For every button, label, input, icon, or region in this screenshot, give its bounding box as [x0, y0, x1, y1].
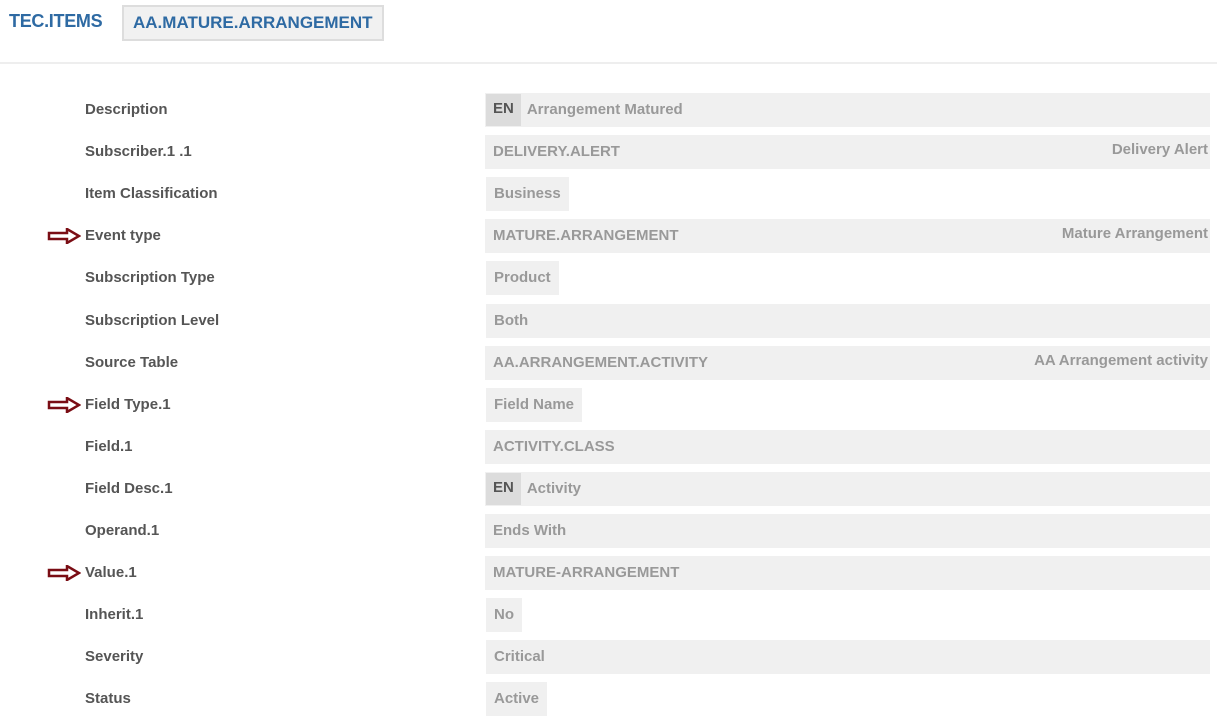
field-label: Status [85, 690, 131, 708]
field-value[interactable]: No [486, 598, 522, 633]
field-row: Field.1 ACTIVITY.CLASS [0, 429, 1217, 464]
field-value[interactable]: Field Name [486, 387, 583, 422]
field-value-description: Delivery Alert [1111, 141, 1208, 159]
language-badge[interactable]: EN [486, 94, 521, 126]
field-row: Field Type.1 Field Name [0, 387, 1217, 422]
field-value-text: ACTIVITY.CLASS [493, 437, 615, 455]
field-row: Event type MATURE.ARRANGEMENT Mature Arran… [0, 219, 1217, 254]
field-value-description: AA Arrangement activity [1034, 351, 1208, 369]
field-value[interactable]: ACTIVITY.CLASS [485, 429, 1210, 464]
field-label: Subscriber.1 .1 [85, 143, 192, 161]
field-value-description: Mature Arrangement [1061, 225, 1208, 243]
field-label: Field.1 [85, 437, 133, 455]
field-row: Subscriber.1 .1 DELIVERY.ALERT Delivery Al… [0, 135, 1217, 170]
field-value[interactable]: Product [486, 261, 559, 296]
field-label: Item Classification [85, 185, 218, 203]
field-value[interactable]: EN Arrangement Matured [485, 93, 1210, 127]
field-label: Subscription Level [85, 311, 220, 329]
field-value[interactable]: DELIVERY.ALERT Delivery Alert [485, 135, 1210, 170]
field-value[interactable]: Business [486, 177, 569, 212]
field-label: Inherit.1 [85, 606, 144, 624]
field-label: Severity [85, 648, 144, 666]
field-label: Field Desc.1 [85, 479, 173, 497]
field-value-text: AA.ARRANGEMENT.ACTIVITY [493, 353, 709, 371]
field-value[interactable]: AA.ARRANGEMENT.ACTIVITY AA Arrangement ac… [485, 345, 1210, 380]
field-row: Severity Critical [0, 640, 1217, 675]
field-row: Subscription Type Product [0, 261, 1217, 296]
field-value[interactable]: EN Activity [485, 471, 1210, 506]
field-value-text: Ends With [493, 522, 567, 539]
field-label: Operand.1 [85, 522, 160, 539]
field-label: Subscription Type [85, 269, 215, 287]
field-row: Inherit.1 No [0, 598, 1217, 633]
field-value-text: MATURE.ARRANGEMENT [493, 227, 679, 245]
field-value[interactable]: Both [486, 303, 1210, 338]
field-row: Subscription Level Both [0, 303, 1217, 338]
record-id-tab[interactable]: AA.MATURE.ARRANGEMENT [122, 5, 384, 41]
header: TEC.ITEMS AA.MATURE.ARRANGEMENT [0, 0, 1217, 64]
field-value[interactable]: MATURE.ARRANGEMENT Mature Arrangement [485, 219, 1210, 254]
field-value[interactable]: MATURE-ARRANGEMENT [485, 556, 1210, 591]
arrow-right-icon [47, 565, 81, 582]
application-title: TEC.ITEMS [9, 11, 103, 31]
language-badge[interactable]: EN [486, 472, 521, 505]
field-value[interactable]: Active [486, 682, 548, 717]
field-value[interactable]: Critical [486, 640, 1210, 675]
field-value-text: DELIVERY.ALERT [493, 143, 620, 161]
field-value-text: Arrangement Matured [526, 101, 683, 118]
field-row: Source Table AA.ARRANGEMENT.ACTIVITY AA Ar… [0, 345, 1217, 380]
field-label: Value.1 [85, 564, 137, 582]
field-row: Field Desc.1 EN Activity [0, 471, 1217, 506]
field-value[interactable]: Ends With [485, 514, 1210, 548]
arrow-right-icon [47, 396, 81, 413]
arrow-right-icon [47, 228, 81, 245]
field-label: Source Table [85, 353, 179, 371]
field-row: Item Classification Business [0, 177, 1217, 212]
field-row: Status Active [0, 682, 1217, 717]
field-label: Event type [85, 227, 161, 245]
field-value-text: Activity [526, 479, 582, 497]
field-value-text: MATURE-ARRANGEMENT [493, 564, 680, 582]
field-row: Value.1 MATURE-ARRANGEMENT [0, 556, 1217, 591]
field-label: Field Type.1 [85, 395, 171, 413]
field-row: Description EN Arrangement Matured [0, 93, 1217, 127]
field-label: Description [85, 101, 168, 118]
field-row: Operand.1 Ends With [0, 514, 1217, 548]
